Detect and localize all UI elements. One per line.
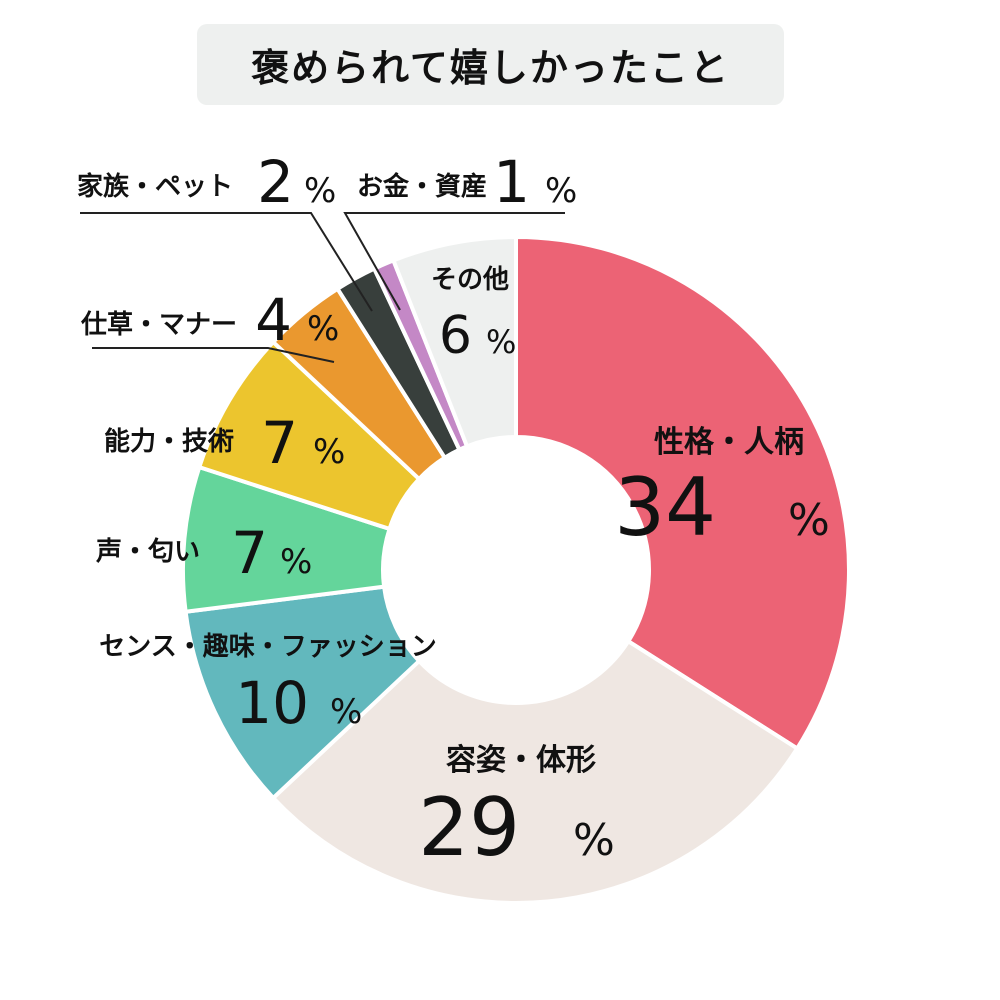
leader-line-6 bbox=[80, 212, 373, 312]
slice-value-5: 4 bbox=[255, 286, 292, 354]
slice-percent-sign-6: % bbox=[304, 171, 336, 211]
slice-label-6: 家族・ペット bbox=[77, 171, 233, 202]
slice-value-7: 1 bbox=[493, 148, 530, 216]
slice-value-6: 2 bbox=[257, 148, 294, 216]
slice-label-0: 性格・人柄 bbox=[654, 425, 804, 460]
slice-value-2: 10 bbox=[235, 669, 309, 737]
slice-percent-sign-3: % bbox=[280, 542, 312, 582]
donut-slice-8 bbox=[391, 235, 518, 449]
slice-label-3: 声・匂い bbox=[96, 537, 200, 567]
slice-percent-sign-8: % bbox=[486, 323, 516, 361]
donut-slice-0 bbox=[514, 235, 851, 751]
slice-label-7: お金・資産 bbox=[357, 171, 487, 202]
slice-label-1: 容姿・体形 bbox=[446, 743, 596, 778]
slice-percent-sign-2: % bbox=[330, 692, 362, 732]
slice-percent-sign-1: % bbox=[573, 815, 615, 866]
slice-percent-sign-4: % bbox=[313, 432, 345, 472]
chart-title: 褒められて嬉しかったこと bbox=[251, 46, 730, 90]
leader-line-5 bbox=[92, 347, 335, 363]
donut-slice-1 bbox=[271, 639, 800, 905]
slice-value-0: 34 bbox=[614, 461, 716, 554]
chart-title-box: 褒められて嬉しかったこと bbox=[197, 24, 784, 105]
slice-percent-sign-0: % bbox=[788, 495, 830, 546]
slice-value-8: 6 bbox=[439, 306, 472, 366]
slice-value-1: 29 bbox=[418, 781, 520, 874]
slice-label-8: その他 bbox=[431, 265, 509, 295]
slice-label-2: センス・趣味・ファッション bbox=[99, 632, 436, 662]
donut-slice-2 bbox=[183, 584, 422, 800]
slice-label-4: 能力・技術 bbox=[104, 426, 234, 457]
slice-label-5: 仕草・マナー bbox=[80, 310, 237, 340]
leader-line-7 bbox=[343, 212, 565, 311]
slice-value-3: 7 bbox=[231, 519, 268, 587]
slice-value-4: 7 bbox=[261, 409, 298, 477]
slice-percent-sign-7: % bbox=[545, 171, 577, 211]
slice-percent-sign-5: % bbox=[307, 309, 339, 349]
